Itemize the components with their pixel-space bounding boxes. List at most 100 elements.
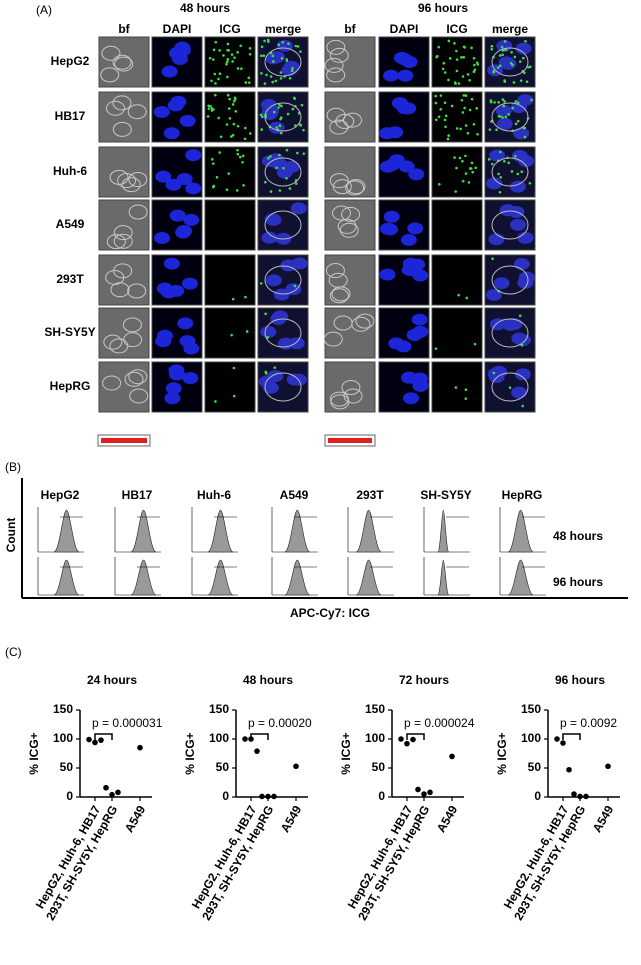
icg-dot xyxy=(232,122,236,126)
y-tick-label: 0 xyxy=(66,789,73,803)
icg-dot xyxy=(214,82,217,85)
scale-box xyxy=(324,434,376,447)
column-label: DAPI xyxy=(390,22,419,36)
nucleus xyxy=(265,274,282,287)
icg-dot xyxy=(443,71,447,74)
icg-dot xyxy=(225,62,228,66)
icg-dot xyxy=(461,75,465,78)
icg-dot xyxy=(513,154,517,158)
row-label: A549 xyxy=(56,217,85,231)
panel-label: (A) xyxy=(36,3,52,17)
icg-dot xyxy=(491,257,494,260)
cell-line-label: A549 xyxy=(280,488,309,502)
icg-dot xyxy=(448,57,452,60)
cell-line-label: Huh-6 xyxy=(197,488,231,502)
icg-dot xyxy=(236,152,240,156)
icg-dot xyxy=(464,388,468,391)
nucleus xyxy=(383,69,400,82)
icg-dot xyxy=(470,161,474,165)
icg-dot xyxy=(260,128,264,131)
icg-dot xyxy=(443,101,447,105)
icg-dot xyxy=(272,60,275,63)
icg-dot xyxy=(279,71,283,74)
icg-dot xyxy=(460,98,464,102)
icg-dot xyxy=(500,45,504,49)
icg-dot xyxy=(269,155,272,158)
icg-dot xyxy=(213,72,217,76)
micrograph xyxy=(324,91,376,143)
icg-dot xyxy=(513,55,517,59)
icg-dot xyxy=(227,49,231,52)
chart-title: 72 hours xyxy=(399,673,449,687)
icg-dot xyxy=(490,44,494,48)
micrograph xyxy=(204,254,256,306)
y-tick-label: 150 xyxy=(53,702,73,716)
icg-dot xyxy=(248,81,251,84)
icg-dot xyxy=(248,47,252,50)
icg-dot xyxy=(231,297,235,301)
micrograph xyxy=(98,91,150,143)
row-label: HepRG xyxy=(50,379,91,393)
nucleus xyxy=(161,65,178,78)
histogram xyxy=(507,559,534,596)
nucleus xyxy=(517,231,534,244)
icg-dot xyxy=(455,49,458,53)
nucleus xyxy=(411,313,428,326)
cell-line-label: SH-SY5Y xyxy=(420,488,471,502)
nucleus xyxy=(283,160,300,173)
data-point xyxy=(554,736,560,742)
column-label: bf xyxy=(118,22,130,36)
cell-outline xyxy=(264,102,302,132)
icg-dot xyxy=(209,104,212,108)
icg-dot xyxy=(226,58,230,61)
icg-dot xyxy=(443,118,447,122)
icg-dot xyxy=(296,45,300,48)
cell-outline xyxy=(128,369,148,385)
cell-outline xyxy=(346,179,366,195)
annotation: p = 0.00020 xyxy=(248,716,312,730)
icg-dot xyxy=(455,127,459,130)
cell-outline xyxy=(491,102,529,132)
icg-dot xyxy=(285,148,289,152)
cell-outline xyxy=(491,210,529,240)
micrograph xyxy=(324,307,376,359)
icg-dot xyxy=(241,160,244,164)
icg-dot xyxy=(271,80,275,84)
data-point xyxy=(254,748,260,754)
icg-dot xyxy=(469,167,473,170)
icg-dot xyxy=(302,128,305,132)
icg-dot xyxy=(227,172,231,175)
icg-dot xyxy=(528,181,532,185)
icg-dot xyxy=(434,101,438,105)
icg-dot xyxy=(218,72,222,76)
icg-dot xyxy=(210,158,214,161)
icg-dot xyxy=(529,65,532,69)
micrograph xyxy=(204,307,256,359)
data-point xyxy=(242,736,248,742)
cell-outline xyxy=(121,177,141,193)
icg-dot xyxy=(212,48,216,52)
micrograph xyxy=(431,254,483,306)
micrograph xyxy=(98,254,150,306)
y-label: % ICG+ xyxy=(27,732,41,774)
nucleus xyxy=(515,42,532,55)
cell-outline xyxy=(112,121,132,137)
column-label: DAPI xyxy=(163,22,192,36)
histogram xyxy=(284,509,311,553)
micrograph xyxy=(324,361,376,413)
nucleus xyxy=(156,329,173,342)
icg-dot xyxy=(287,42,290,46)
micrograph xyxy=(204,36,256,88)
icg-dot xyxy=(288,187,292,190)
icg-dot xyxy=(277,43,281,47)
nucleus xyxy=(176,172,193,185)
icg-dot xyxy=(493,101,496,104)
icg-dot xyxy=(212,58,215,61)
nucleus xyxy=(401,55,418,68)
nucleus xyxy=(408,168,425,181)
icg-dot xyxy=(471,170,474,174)
icg-dot xyxy=(523,71,526,74)
nucleus xyxy=(164,392,181,405)
icg-dot xyxy=(508,386,512,389)
icg-dot xyxy=(473,342,477,346)
